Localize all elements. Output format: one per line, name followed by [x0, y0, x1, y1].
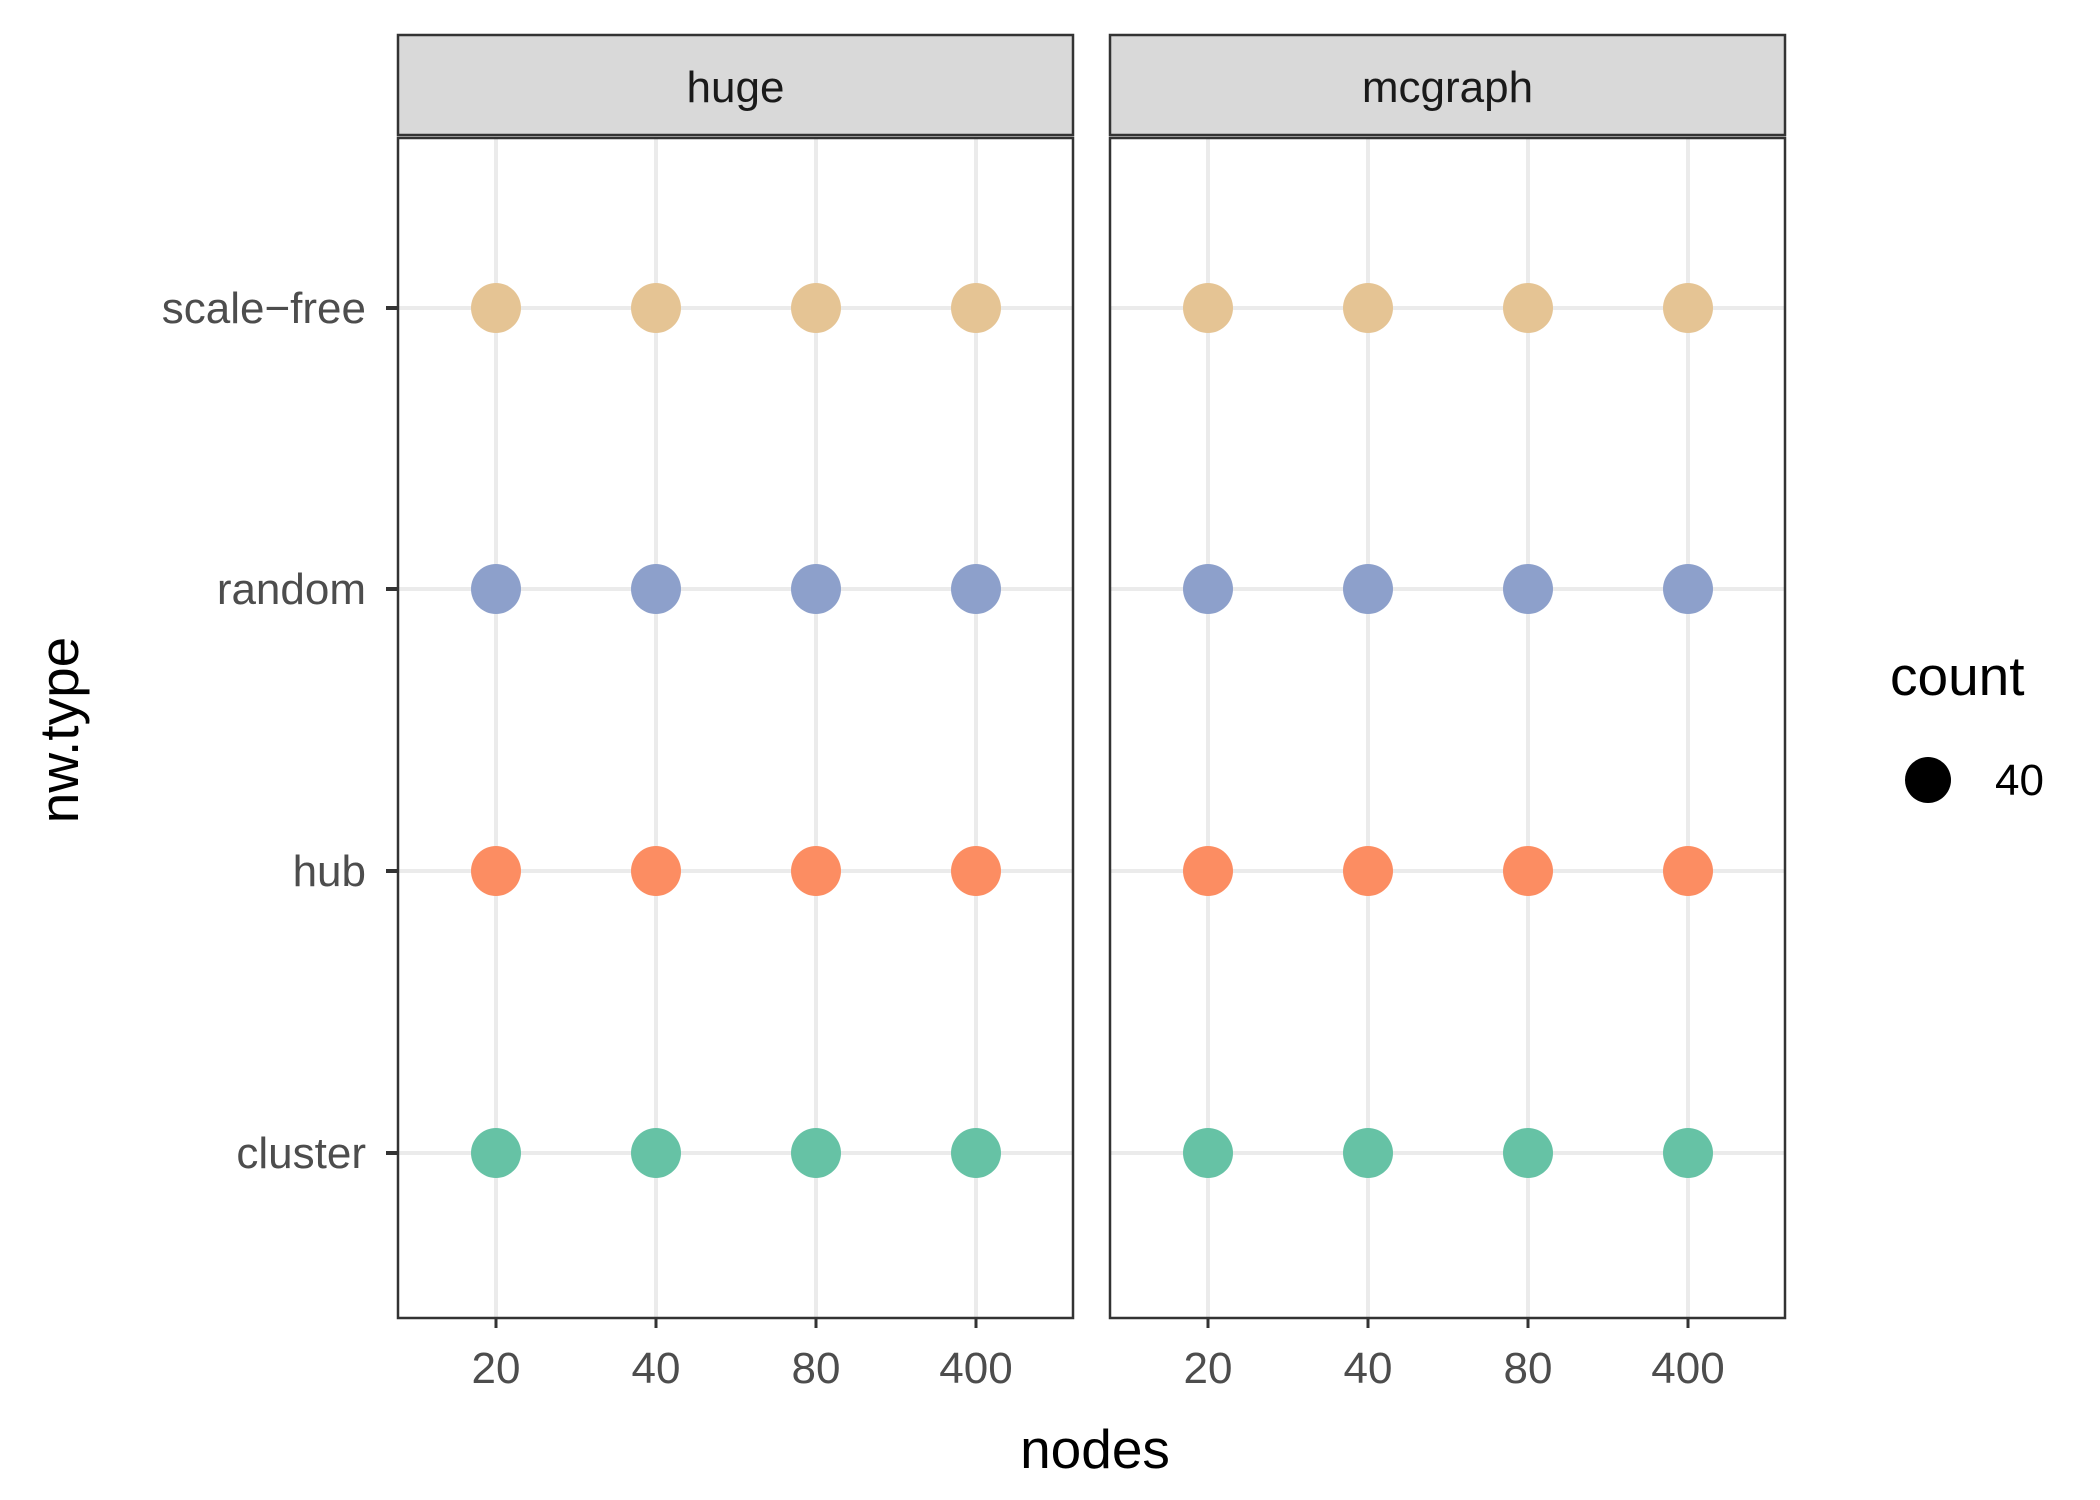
- data-point-mcgraph-cluster-40: [1343, 1128, 1393, 1178]
- data-point-huge-hub-400: [951, 846, 1001, 896]
- y-axis: cluster hub random scale−free: [162, 284, 398, 1178]
- panel-border: [1108, 136, 1787, 1320]
- data-point-huge-random-40: [631, 564, 681, 614]
- data-point-mcgraph-cluster-80: [1503, 1128, 1553, 1178]
- y-tick-label: cluster: [236, 1129, 366, 1178]
- data-point-huge-scale-free-400: [951, 283, 1001, 333]
- x-tick-label: 80: [1504, 1344, 1553, 1393]
- facet-panel-mcgraph: mcgraph: [1108, 33, 1787, 1320]
- data-point-huge-cluster-80: [791, 1128, 841, 1178]
- data-point-huge-hub-40: [631, 846, 681, 896]
- x-axis-title: nodes: [1020, 1418, 1170, 1480]
- data-point-mcgraph-random-400: [1663, 564, 1713, 614]
- x-tick-label: 40: [1344, 1344, 1393, 1393]
- data-point-mcgraph-cluster-20: [1183, 1128, 1233, 1178]
- data-point-huge-hub-80: [791, 846, 841, 896]
- data-point-mcgraph-scale-free-40: [1343, 283, 1393, 333]
- facet-strip: [396, 33, 1075, 137]
- data-point-huge-random-20: [471, 564, 521, 614]
- panel-border: [396, 136, 1075, 1320]
- legend-key-point: [1905, 757, 1951, 803]
- panel-background: [1110, 138, 1785, 1318]
- x-tick-label: 400: [939, 1344, 1012, 1393]
- x-axis-mcgraph: 20 40 80 400: [1184, 1318, 1725, 1393]
- y-tick-label: random: [217, 565, 366, 614]
- facet-strip: [1108, 33, 1787, 137]
- data-point-mcgraph-scale-free-80: [1503, 283, 1553, 333]
- data-point-mcgraph-random-40: [1343, 564, 1393, 614]
- x-tick-label: 20: [472, 1344, 521, 1393]
- data-point-mcgraph-random-80: [1503, 564, 1553, 614]
- data-point-huge-random-400: [951, 564, 1001, 614]
- facet-strip-label: huge: [687, 63, 785, 112]
- legend-title: count: [1890, 645, 2025, 707]
- x-axis-huge: 20 40 80 400: [472, 1318, 1013, 1393]
- panel-background: [398, 138, 1073, 1318]
- x-tick-label: 40: [632, 1344, 681, 1393]
- data-point-huge-scale-free-20: [471, 283, 521, 333]
- data-point-mcgraph-hub-20: [1183, 846, 1233, 896]
- data-point-huge-scale-free-80: [791, 283, 841, 333]
- legend: count 40: [1890, 645, 2044, 805]
- facet-panels: huge mcgraph: [396, 33, 1787, 1320]
- y-tick-label: hub: [293, 847, 366, 896]
- data-point-mcgraph-hub-40: [1343, 846, 1393, 896]
- x-axes: 20 40 80 400 20 40 80 400: [472, 1318, 1725, 1393]
- y-axis-title: nw.type: [28, 637, 90, 824]
- legend-entry-label: 40: [1995, 756, 2044, 805]
- facet-panel-huge: huge: [396, 33, 1075, 1320]
- data-point-mcgraph-hub-400: [1663, 846, 1713, 896]
- data-point-huge-hub-20: [471, 846, 521, 896]
- data-point-huge-cluster-40: [631, 1128, 681, 1178]
- data-point-mcgraph-scale-free-20: [1183, 283, 1233, 333]
- x-tick-label: 80: [792, 1344, 841, 1393]
- y-tick-label: scale−free: [162, 284, 366, 333]
- data-point-mcgraph-cluster-400: [1663, 1128, 1713, 1178]
- data-point-mcgraph-hub-80: [1503, 846, 1553, 896]
- x-tick-label: 400: [1651, 1344, 1724, 1393]
- data-point-huge-cluster-20: [471, 1128, 521, 1178]
- x-tick-label: 20: [1184, 1344, 1233, 1393]
- facet-strip-label: mcgraph: [1362, 63, 1533, 112]
- data-point-mcgraph-random-20: [1183, 564, 1233, 614]
- data-point-huge-random-80: [791, 564, 841, 614]
- data-point-huge-cluster-400: [951, 1128, 1001, 1178]
- data-point-mcgraph-scale-free-400: [1663, 283, 1713, 333]
- data-point-huge-scale-free-40: [631, 283, 681, 333]
